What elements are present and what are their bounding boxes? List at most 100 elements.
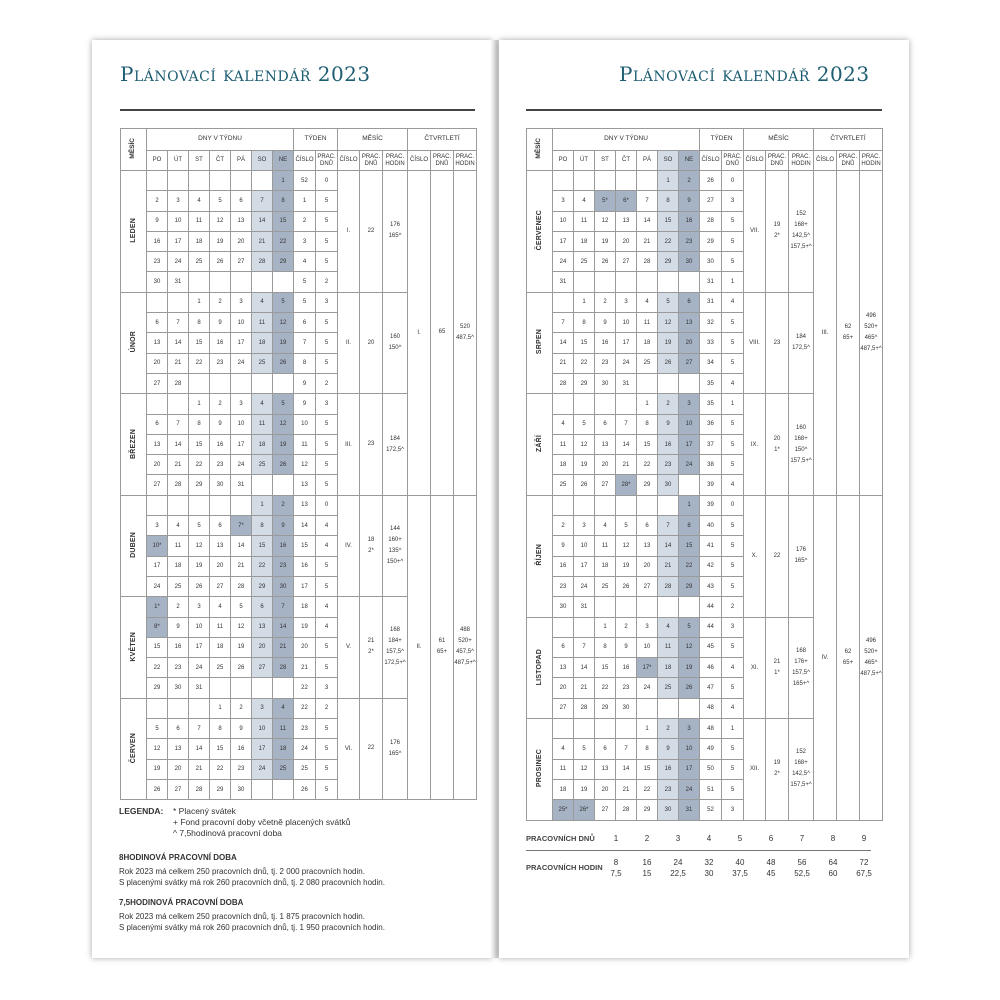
day-cell: 30 xyxy=(657,474,679,496)
day-cell: 4 xyxy=(657,616,679,638)
week-work-days: 5 xyxy=(315,758,338,780)
title-rule xyxy=(120,109,475,111)
day-cell: 24 xyxy=(552,251,574,273)
week-number: 11 xyxy=(293,433,316,456)
week-number: 46 xyxy=(699,657,722,679)
day-cell xyxy=(272,271,294,293)
day-cell xyxy=(594,494,616,517)
day-cell: 4 xyxy=(636,291,658,314)
month-work-hours-value: 142,5^ xyxy=(792,233,810,240)
day-cell xyxy=(573,393,595,415)
week-work-days: 5 xyxy=(721,251,744,273)
quarter-work-hours-value: 465^ xyxy=(864,659,878,666)
header-sub: ČÍSLO xyxy=(293,150,316,171)
week-work-days: 4 xyxy=(315,535,338,557)
day-cell xyxy=(251,778,273,801)
day-cell: 10 xyxy=(230,413,252,435)
month-work-hours-value: 168+ xyxy=(794,435,808,442)
day-cell: 12 xyxy=(573,433,595,456)
day-cell: 11 xyxy=(188,210,210,232)
day-cell: 3 xyxy=(573,515,595,537)
day-cell: 7* xyxy=(230,515,252,537)
day-cell: 14 xyxy=(272,616,294,638)
day-cell: 7 xyxy=(251,190,273,212)
day-cell xyxy=(594,718,616,740)
week-row: 31 31 1 xyxy=(527,271,883,293)
quarter-work-hours-value: 487,5^ xyxy=(456,334,474,341)
day-cell xyxy=(573,718,595,740)
day-cell: 20 xyxy=(146,352,168,374)
week-row: 29 30 31 22 3 xyxy=(121,677,477,699)
day-cell: 9 xyxy=(594,312,616,334)
day-cell: 10 xyxy=(552,210,574,232)
day-cell: 1 xyxy=(573,291,595,314)
day-cell: 17 xyxy=(678,433,700,456)
day-cell: 14 xyxy=(251,210,273,232)
day-cell xyxy=(657,697,679,720)
day-cell: 27 xyxy=(678,352,700,374)
quarter-work-hours-value: 488 xyxy=(459,627,470,634)
quarter-work-hours-value: 487,5+^ xyxy=(454,660,476,667)
day-cell: 23 xyxy=(167,657,189,679)
month-work-hours: 160 150^ xyxy=(382,291,408,395)
month-work-hours-value: 157,5+^ xyxy=(790,457,812,464)
day-cell: 15 xyxy=(188,332,210,354)
header-sub: PRAC. HODIN xyxy=(859,150,883,171)
day-cell: 31 xyxy=(552,271,574,293)
day-cell: 4 xyxy=(552,413,574,435)
month-work-hours: 176 165^ xyxy=(382,697,408,801)
month-work-hours-value: 157,5+^ xyxy=(790,782,812,789)
week-work-days: 4 xyxy=(315,616,338,638)
month-work-hours: 160 168+ 150^ 157,5+^ xyxy=(788,393,814,496)
quarter-work-hours-value: 487,5+^ xyxy=(860,670,882,677)
day-cell: 7 xyxy=(615,738,637,760)
month-name: ÚNOR xyxy=(120,291,147,395)
month-name: LEDEN xyxy=(120,170,147,293)
day-cell xyxy=(167,393,189,415)
summary-hours-value: 56 52,5 xyxy=(787,857,817,879)
day-cell: 14 xyxy=(167,332,189,354)
day-cell: 16 xyxy=(272,535,294,557)
header-sub: ČÍSLO xyxy=(743,150,766,171)
day-cell: 10 xyxy=(188,616,210,638)
day-cell: 17 xyxy=(573,555,595,577)
week-work-days: 0 xyxy=(315,494,338,517)
summary-hours-value: 72 67,5 xyxy=(849,857,879,879)
summary-hours-7-5h: 22,5 xyxy=(670,869,686,878)
header-weekday-čt: ČT xyxy=(615,150,637,171)
day-cell: 2 xyxy=(615,616,637,638)
quarter-work-days-value: 61 xyxy=(438,638,446,645)
week-row: 24 25 26 27 28 29 30 17 5 xyxy=(121,575,477,598)
day-cell: 10 xyxy=(636,636,658,659)
month-work-days: 19 2* xyxy=(765,718,789,821)
day-cell: 12 xyxy=(188,535,210,557)
header-sub: PRAC. DNŮ xyxy=(721,150,744,171)
day-cell: 18 xyxy=(657,657,679,679)
day-cell: 26* xyxy=(573,799,595,821)
month-work-hours-value: 168 xyxy=(389,627,400,634)
day-cell: 27 xyxy=(552,697,574,720)
day-cell: 22 xyxy=(251,555,273,577)
header-sub: ČÍSLO xyxy=(407,150,431,171)
week-number: 45 xyxy=(699,636,722,659)
week-number: 4 xyxy=(293,251,316,273)
summary-hours-label: PRACOVNÍCH HODIN xyxy=(526,863,603,872)
day-cell xyxy=(657,271,679,293)
week-row: 25 26 27 28* 29 30 39 4 xyxy=(527,474,883,496)
day-cell: 25 xyxy=(167,575,189,598)
day-cell: 22 xyxy=(636,778,658,801)
day-cell: 4 xyxy=(188,190,210,212)
week-work-days: 5 xyxy=(315,474,338,496)
week-number: 38 xyxy=(699,454,722,476)
day-cell: 8 xyxy=(636,413,658,435)
day-cell: 28 xyxy=(272,657,294,679)
day-cell: 2 xyxy=(594,291,616,314)
day-cell: 26 xyxy=(573,474,595,496)
week-number: 20 xyxy=(293,636,316,659)
day-cell: 3 xyxy=(636,616,658,638)
header-month: MĚSÍC xyxy=(526,128,553,171)
day-cell: 21 xyxy=(573,677,595,699)
day-cell: 17 xyxy=(678,758,700,780)
month-work-hours-value: 176 xyxy=(795,547,806,554)
day-cell xyxy=(146,291,168,314)
